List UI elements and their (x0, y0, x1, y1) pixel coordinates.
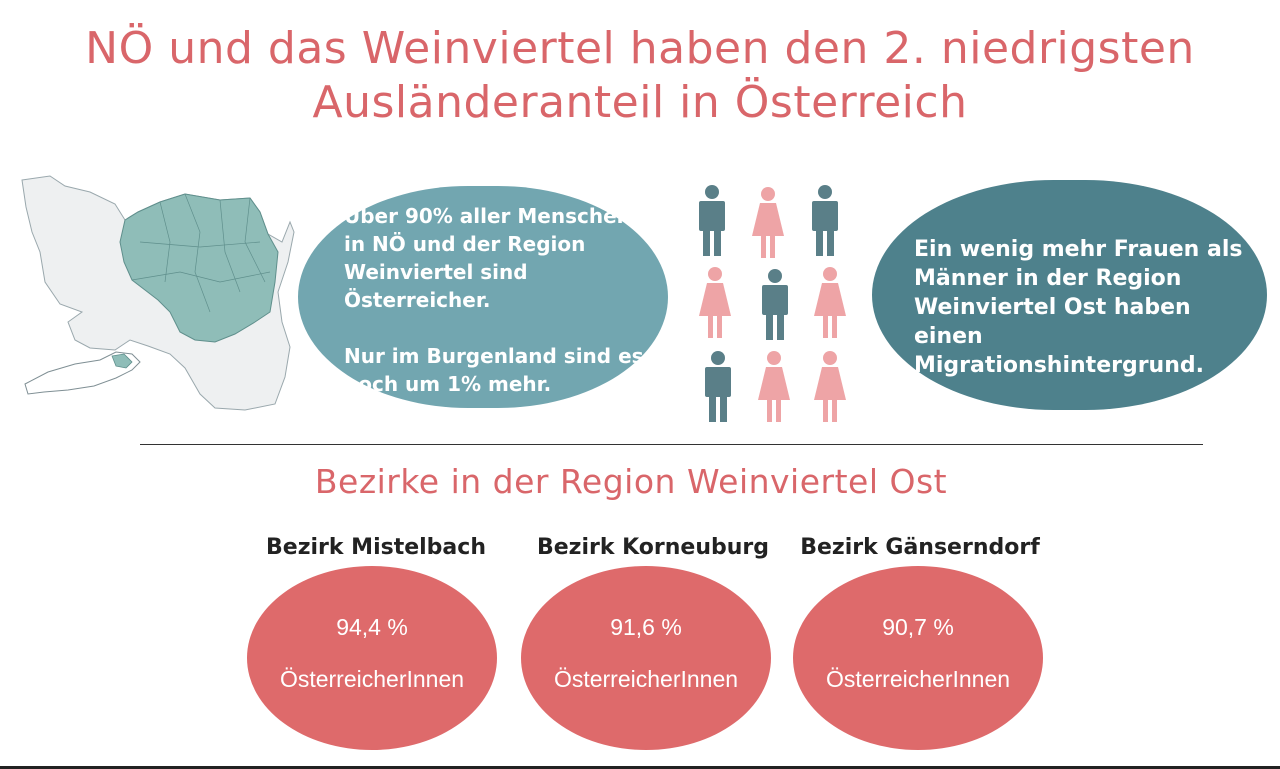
info-bubble-right: Ein wenig mehr Frauen als Männer in der … (872, 180, 1267, 410)
male-person-icon (705, 351, 731, 422)
district-oval-mistelbach: 94,4 % ÖsterreicherInnen (247, 566, 497, 750)
district-percent: 90,7 % (882, 614, 954, 640)
district-name-korneuburg: Bezirk Korneuburg (536, 535, 770, 560)
district-label: ÖsterreicherInnen (279, 666, 465, 692)
info-right-text: Ein wenig mehr Frauen als Männer in der … (914, 237, 1243, 378)
district-label: ÖsterreicherInnen (825, 666, 1011, 692)
district-name-mistelbach: Bezirk Mistelbach (266, 535, 486, 560)
female-person-icon (699, 267, 731, 338)
section-divider (140, 444, 1203, 445)
district-label: ÖsterreicherInnen (553, 666, 739, 692)
info-left-text-1: Über 90% aller Menschen in NÖ und der Re… (344, 204, 631, 312)
page-title: NÖ und das Weinviertel haben den 2. nied… (0, 22, 1280, 130)
section-subtitle: Bezirke in der Region Weinviertel Ost (314, 462, 948, 501)
female-person-icon (752, 187, 784, 258)
weinviertel-map-icon (21, 175, 295, 411)
female-person-icon (814, 351, 846, 422)
district-percent: 94,4 % (336, 614, 408, 640)
bottom-border (0, 766, 1280, 769)
district-name-gaenserndorf: Bezirk Gänserndorf (800, 535, 1040, 560)
info-bubble-left: Über 90% aller Menschen in NÖ und der Re… (298, 186, 668, 408)
people-grid-icon (699, 185, 846, 422)
male-person-icon (762, 269, 788, 340)
male-person-icon (812, 185, 838, 256)
female-person-icon (814, 267, 846, 338)
title-line-2: Ausländeranteil in Österreich (312, 77, 968, 128)
district-percent: 91,6 % (610, 614, 682, 640)
female-person-icon (758, 351, 790, 422)
district-oval-gaenserndorf: 90,7 % ÖsterreicherInnen (793, 566, 1043, 750)
male-person-icon (699, 185, 725, 256)
info-left-text-2: Nur im Burgenland sind es noch um 1% meh… (344, 344, 644, 396)
title-line-1: NÖ und das Weinviertel haben den 2. nied… (85, 23, 1195, 74)
district-oval-korneuburg: 91,6 % ÖsterreicherInnen (521, 566, 771, 750)
